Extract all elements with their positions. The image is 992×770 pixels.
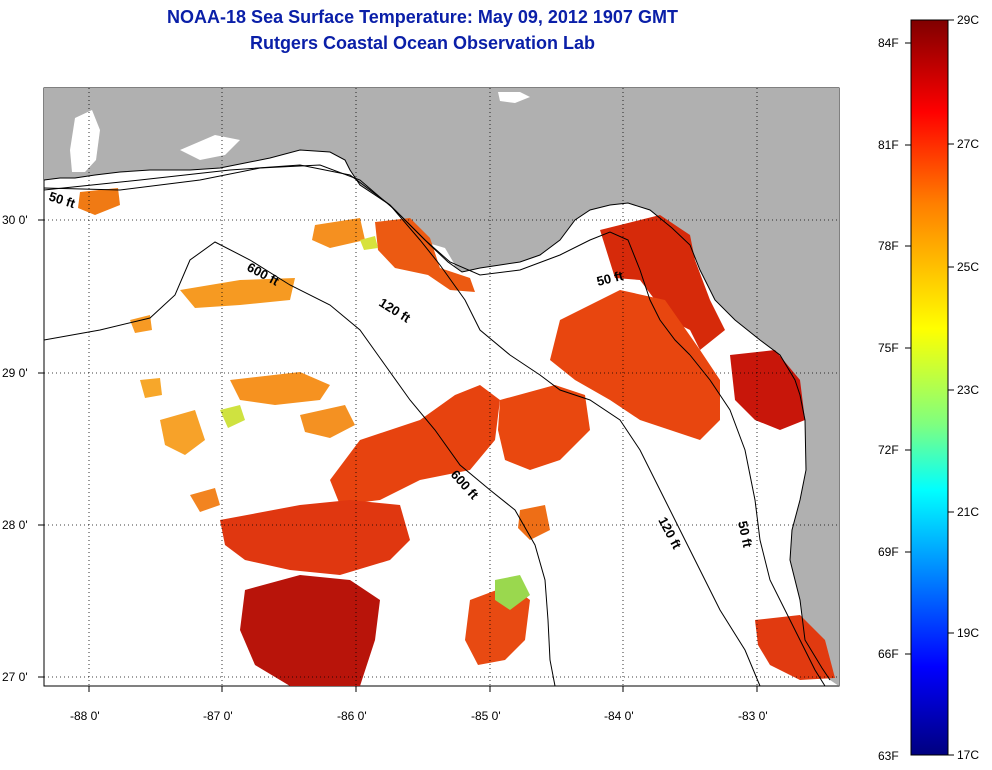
land-mass	[44, 88, 839, 686]
colorbar-f-label: 63F	[878, 749, 899, 763]
colorbar-c-label: 19C	[957, 626, 979, 640]
contour-label: 50 ft	[735, 520, 755, 550]
colorbar-f-label: 81F	[878, 138, 899, 152]
colorbar-c-label: 21C	[957, 505, 979, 519]
isobath-50ft-south	[689, 354, 826, 686]
lon-label: -83 0'	[738, 709, 768, 723]
colorbar-f-label: 84F	[878, 36, 899, 50]
colorbar	[910, 19, 949, 756]
colorbar-f-label: 69F	[878, 545, 899, 559]
lon-label: -85 0'	[471, 709, 501, 723]
lat-label: 28 0'	[2, 518, 28, 532]
bay	[70, 110, 100, 172]
colorbar-c-label: 23C	[957, 383, 979, 397]
colorbar-f-label: 75F	[878, 341, 899, 355]
colorbar-c-label: 27C	[957, 137, 979, 151]
lon-label: -87 0'	[203, 709, 233, 723]
lake	[498, 92, 530, 103]
lat-label: 30 0'	[2, 213, 28, 227]
isobath-600ft	[44, 241, 556, 686]
coastline	[44, 149, 831, 681]
lon-label: -84 0'	[604, 709, 634, 723]
lon-label: -88 0'	[70, 709, 100, 723]
sst-patches	[78, 188, 835, 686]
colorbar-f-label: 78F	[878, 239, 899, 253]
contour-label: 50 ft	[595, 268, 625, 289]
lat-label: 29 0'	[2, 366, 28, 380]
colorbar-c-label: 17C	[957, 748, 979, 762]
colorbar-c-label: 25C	[957, 260, 979, 274]
map-subtitle: Rutgers Coastal Ocean Observation Lab	[249, 33, 596, 53]
colorbar-c-label: 29C	[957, 13, 979, 27]
map-title: NOAA-18 Sea Surface Temperature: May 09,…	[167, 7, 678, 27]
isobath-120ft	[44, 164, 761, 686]
colorbar-ticks	[905, 19, 954, 756]
map-grid	[44, 88, 839, 686]
colorbar-f-label: 66F	[878, 647, 899, 661]
colorbar-f-label: 72F	[878, 443, 899, 457]
lat-label: 27 0'	[2, 670, 28, 684]
axis-ticks	[38, 219, 758, 692]
bay	[180, 135, 240, 160]
lon-label: -86 0'	[337, 709, 367, 723]
